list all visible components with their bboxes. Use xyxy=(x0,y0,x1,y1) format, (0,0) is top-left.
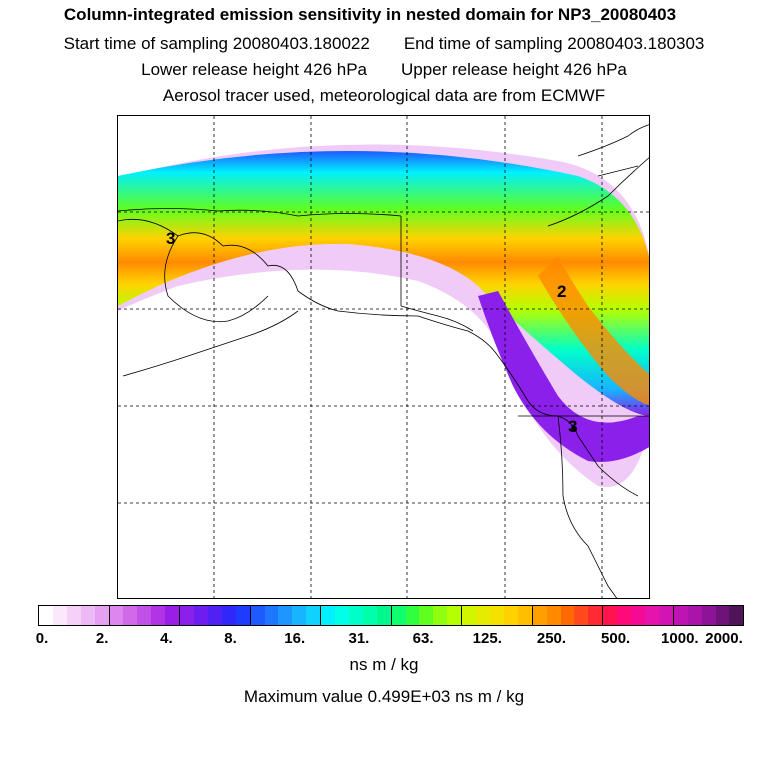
colorbar-segment xyxy=(207,606,222,625)
colorbar-segment xyxy=(390,606,406,625)
plume-branch-core xyxy=(538,256,649,406)
colorbar-segment xyxy=(221,606,236,625)
max-value-label: Maximum value 0.499E+03 ns m / kg xyxy=(243,687,525,706)
contour-label: 3 xyxy=(166,229,176,248)
plume-band xyxy=(118,151,649,416)
colorbar-segment xyxy=(278,606,293,625)
colorbar xyxy=(38,605,744,626)
colorbar-segment xyxy=(193,606,208,625)
colorbar-segment xyxy=(531,606,547,625)
colorbar-segment xyxy=(108,606,124,625)
colorbar-segment xyxy=(52,606,67,625)
colorbar-segment xyxy=(729,606,744,625)
colorbar-segment xyxy=(447,606,462,625)
colorbar-segment xyxy=(348,606,363,625)
colorbar-tick-label: 2. xyxy=(95,630,109,647)
release-point-marker xyxy=(571,426,577,432)
colorbar-segment xyxy=(644,606,659,625)
colorbar-segment xyxy=(461,606,477,625)
colorbar-tick-label: 2000. xyxy=(705,630,743,647)
colorbar-segment xyxy=(320,606,336,625)
colorbar-segment xyxy=(405,606,420,625)
lower-release-label: Lower release height 426 hPa xyxy=(141,60,367,79)
colorbar-tick-label: 0. xyxy=(35,630,49,647)
colorbar-tick-label: 500. xyxy=(601,630,631,647)
colorbar-segment xyxy=(617,606,632,625)
colorbar-segment xyxy=(701,606,716,625)
graticule xyxy=(118,116,649,598)
colorbar-segment xyxy=(687,606,702,625)
colorbar-segment xyxy=(503,606,518,625)
colorbar-segment xyxy=(306,606,321,625)
contour-label: 2 xyxy=(557,282,567,301)
colorbar-segment xyxy=(151,606,166,625)
colorbar-segment xyxy=(658,606,673,625)
colorbar-segment xyxy=(490,606,504,625)
colorbar-tick-label: 4. xyxy=(160,630,173,647)
colorbar-segment xyxy=(80,606,95,625)
colorbar-segment xyxy=(588,606,603,625)
colorbar-segment xyxy=(179,606,194,625)
release-heights: Lower release height 426 hPa Upper releas… xyxy=(0,60,768,80)
colorbar-segment xyxy=(631,606,645,625)
colorbar-segment xyxy=(123,606,138,625)
colorbar-segment xyxy=(476,606,490,625)
colorbar-segment xyxy=(362,606,377,625)
start-time-label: Start time of sampling 20080403.180022 xyxy=(63,34,370,53)
sampling-times: Start time of sampling 20080403.180022 En… xyxy=(0,34,768,54)
upper-release-label: Upper release height 426 hPa xyxy=(401,60,627,79)
colorbar-segment xyxy=(433,606,448,625)
contour-label: 3 xyxy=(568,417,578,436)
colorbar-segment xyxy=(165,606,180,625)
colorbar-segment xyxy=(264,606,279,625)
colorbar-segment xyxy=(517,606,532,625)
colorbar-segment xyxy=(137,606,152,625)
colorbar-segment xyxy=(376,606,391,625)
colorbar-tick-label: 250. xyxy=(536,630,567,647)
colorbar-tick-label: 31. xyxy=(348,630,370,647)
end-time-label: End time of sampling 20080403.180303 xyxy=(403,34,705,53)
colorbar-segment xyxy=(546,606,561,625)
tracer-label: Aerosol tracer used, meteorological data… xyxy=(162,86,606,105)
colorbar-tick-label: 8. xyxy=(224,630,237,647)
colorbar-segment xyxy=(574,606,589,625)
map-panel xyxy=(117,115,650,599)
colorbar-segment xyxy=(249,606,265,625)
colorbar-tick-label: 63. xyxy=(412,630,434,647)
colorbar-segment xyxy=(560,606,575,625)
colorbar-segment xyxy=(335,606,349,625)
plume-branch xyxy=(478,291,649,462)
colorbar-segment xyxy=(672,606,688,625)
map-title: Column-integrated emission sensitivity i… xyxy=(63,5,677,24)
colorbar-segment xyxy=(602,606,618,625)
colorbar-segment xyxy=(419,606,434,625)
colorbar-tick-label: 1000. xyxy=(661,630,699,647)
colorbar-segment xyxy=(715,606,730,625)
colorbar-unit: ns m / kg xyxy=(349,655,419,674)
colorbar-segment xyxy=(39,606,53,625)
colorbar-segment xyxy=(66,606,81,625)
map-canvas xyxy=(118,116,649,598)
colorbar-segment xyxy=(235,606,250,625)
colorbar-segment xyxy=(292,606,307,625)
colorbar-tick-label: 16. xyxy=(284,630,306,647)
colorbar-segment xyxy=(94,606,109,625)
colorbar-tick-label: 125. xyxy=(472,630,502,647)
coastlines xyxy=(118,124,649,598)
